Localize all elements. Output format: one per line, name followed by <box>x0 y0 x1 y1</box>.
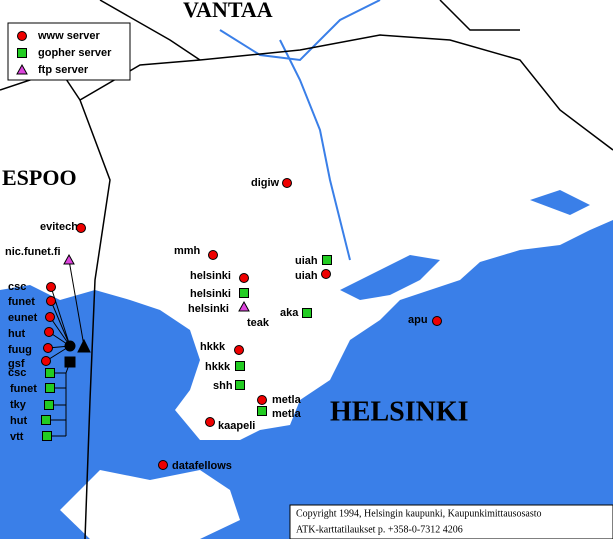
server-label: csc <box>8 281 26 293</box>
gopher-marker <box>45 383 55 393</box>
copyright: Copyright 1994, Helsingin kaupunki, Kaup… <box>296 508 542 519</box>
www-marker <box>76 223 86 233</box>
ftp-marker <box>63 253 75 265</box>
server-label: teak <box>247 317 270 329</box>
www-marker <box>257 395 267 405</box>
gopher-marker <box>257 406 267 416</box>
server-label: helsinki <box>190 288 231 300</box>
region-label: HELSINKI <box>330 396 469 427</box>
www-marker <box>45 312 55 322</box>
server-label: digiw <box>251 177 280 189</box>
server-label: evitech <box>40 221 78 233</box>
server-label: helsinki <box>190 270 231 282</box>
server-label: helsinki <box>188 303 229 315</box>
www-marker <box>41 356 51 366</box>
server-label: hut <box>8 328 25 340</box>
www-marker <box>158 460 168 470</box>
www-marker <box>282 178 292 188</box>
gopher-marker <box>17 48 27 58</box>
gopher-marker <box>42 431 52 441</box>
legend-label: gopher server <box>38 47 112 59</box>
server-label: tky <box>10 399 27 411</box>
www-marker <box>43 343 53 353</box>
gopher-marker <box>302 308 312 318</box>
server-label: funet <box>10 383 37 395</box>
server-label: mmh <box>174 245 201 257</box>
gopher-marker <box>44 400 54 410</box>
www-marker <box>239 273 249 283</box>
server-label: nic.funet.fi <box>5 246 61 258</box>
region-label: ESPOO <box>2 165 77 190</box>
server-label: hut <box>10 415 27 427</box>
legend-label: ftp server <box>38 64 89 76</box>
server-label: shh <box>213 380 233 392</box>
www-marker <box>234 345 244 355</box>
gopher-marker <box>322 255 332 265</box>
www-marker <box>321 269 331 279</box>
gopher-marker <box>41 415 51 425</box>
copyright-box <box>289 504 613 539</box>
server-label: metla <box>272 408 302 420</box>
copyright: ATK-karttatilaukset p. +358-0-7312 4206 <box>296 524 463 535</box>
www-marker <box>46 296 56 306</box>
www-marker <box>46 282 56 292</box>
server-label: datafellows <box>172 460 232 472</box>
server-label: uiah <box>295 255 318 267</box>
ftp-marker <box>16 63 28 75</box>
server-label: kaapeli <box>218 420 255 432</box>
server-label: csc <box>8 367 26 379</box>
www-marker <box>205 417 215 427</box>
www-marker <box>208 250 218 260</box>
www-marker <box>17 31 27 41</box>
legend-box <box>7 22 131 81</box>
server-label: funet <box>8 296 35 308</box>
server-label: hkkk <box>205 361 231 373</box>
server-label: fuug <box>8 344 32 356</box>
gopher-marker <box>239 288 249 298</box>
server-label: eunet <box>8 312 38 324</box>
region-label: VANTAA <box>183 0 273 22</box>
server-label: uiah <box>295 270 318 282</box>
server-label: metla <box>272 394 302 406</box>
server-label: hkkk <box>200 341 226 353</box>
server-label: aka <box>280 307 299 319</box>
gopher-marker <box>235 380 245 390</box>
server-label: apu <box>408 314 428 326</box>
legend-label: www server <box>37 30 100 42</box>
server-label: gsf <box>8 358 25 370</box>
gopher-marker <box>235 361 245 371</box>
www-marker <box>432 316 442 326</box>
ftp-marker <box>238 300 250 312</box>
gopher-marker <box>45 368 55 378</box>
server-label: vtt <box>10 431 24 443</box>
www-marker <box>44 327 54 337</box>
hubs <box>45 259 91 437</box>
